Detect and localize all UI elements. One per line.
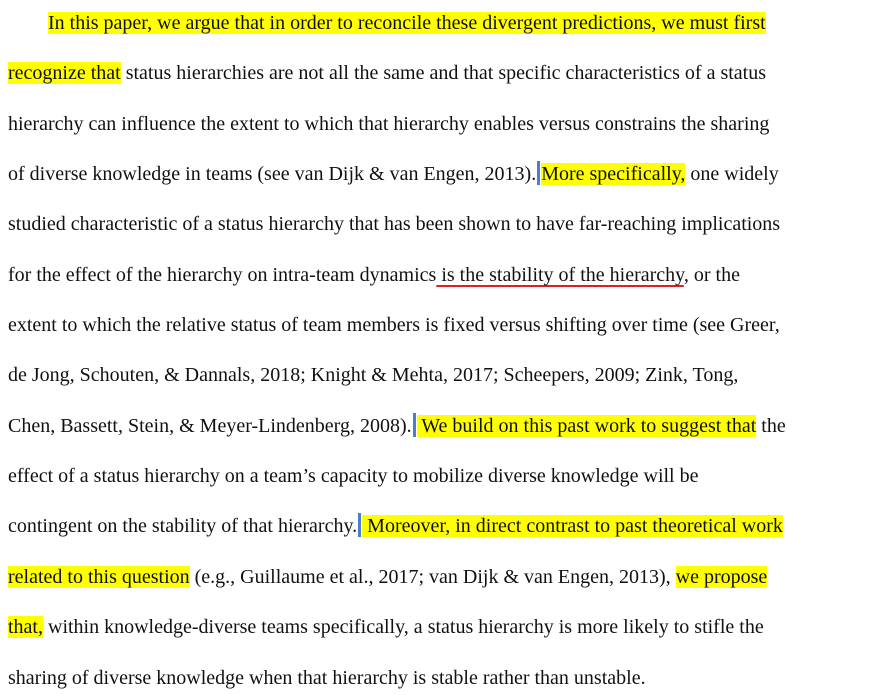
text-run[interactable]: Chen, Bassett, Stein, & Meyer-Lindenberg… [8,415,412,437]
highlighted-text[interactable]: we propose [675,566,768,588]
text-line: de Jong, Schouten, & Dannals, 2018; Knig… [8,361,738,389]
text-run[interactable]: , or the [683,264,740,286]
text-run[interactable]: within knowledge-diverse teams specifica… [43,616,764,638]
highlighted-text[interactable]: that, [8,616,43,638]
text-cursor-marker [537,161,541,185]
text-line: related to this question (e.g., Guillaum… [8,563,768,591]
text-run[interactable]: hierarchy can influence the extent to wh… [8,113,770,135]
text-run[interactable]: de Jong, Schouten, & Dannals, 2018; Knig… [8,364,739,386]
text-cursor-marker [412,413,416,437]
text-run[interactable]: status hierarchies are not all the same … [120,62,767,84]
text-line: recognize that status hierarchies are no… [8,59,766,87]
text-line: contingent on the stability of that hier… [8,512,783,540]
text-run[interactable]: studied characteristic of a status hiera… [8,213,781,235]
text-cursor-marker [358,513,362,537]
highlighted-text[interactable]: Moreover, in direct contrast to past the… [362,515,783,537]
text-run[interactable]: for the effect of the hierarchy on intra… [8,264,437,286]
highlighted-text[interactable]: related to this question [8,566,190,588]
text-line: Chen, Bassett, Stein, & Meyer-Lindenberg… [8,412,786,440]
text-line: effect of a status hierarchy on a team’s… [8,462,699,490]
highlighted-text[interactable]: We build on this past work to suggest th… [416,415,757,437]
text-run[interactable]: of diverse knowledge in teams (see van D… [8,163,537,185]
highlighted-text[interactable]: More specifically, [541,163,686,185]
text-run[interactable]: the [756,415,786,437]
text-line: hierarchy can influence the extent to wh… [8,110,769,138]
text-line: of diverse knowledge in teams (see van D… [8,160,779,188]
text-line: sharing of diverse knowledge when that h… [8,664,646,692]
text-line: extent to which the relative status of t… [8,311,780,339]
text-run[interactable]: extent to which the relative status of t… [8,314,780,336]
text-line: for the effect of the hierarchy on intra… [8,261,740,289]
text-line: that, within knowledge-diverse teams spe… [8,613,764,641]
text-run[interactable]: (e.g., Guillaume et al., 2017; van Dijk … [189,566,676,588]
text-run[interactable]: one widely [685,163,779,185]
text-run[interactable]: sharing of diverse knowledge when that h… [8,667,646,689]
highlighted-text[interactable]: recognize that [8,62,121,84]
text-line: studied characteristic of a status hiera… [8,210,780,238]
text-run[interactable]: contingent on the stability of that hier… [8,515,358,537]
highlighted-text[interactable]: In this paper, we argue that in order to… [48,12,766,34]
text-run[interactable] [8,12,48,34]
text-line: In this paper, we argue that in order to… [8,9,766,37]
underlined-text[interactable]: is the stability of the hierarchy [436,264,684,286]
text-run[interactable]: effect of a status hierarchy on a team’s… [8,465,699,487]
